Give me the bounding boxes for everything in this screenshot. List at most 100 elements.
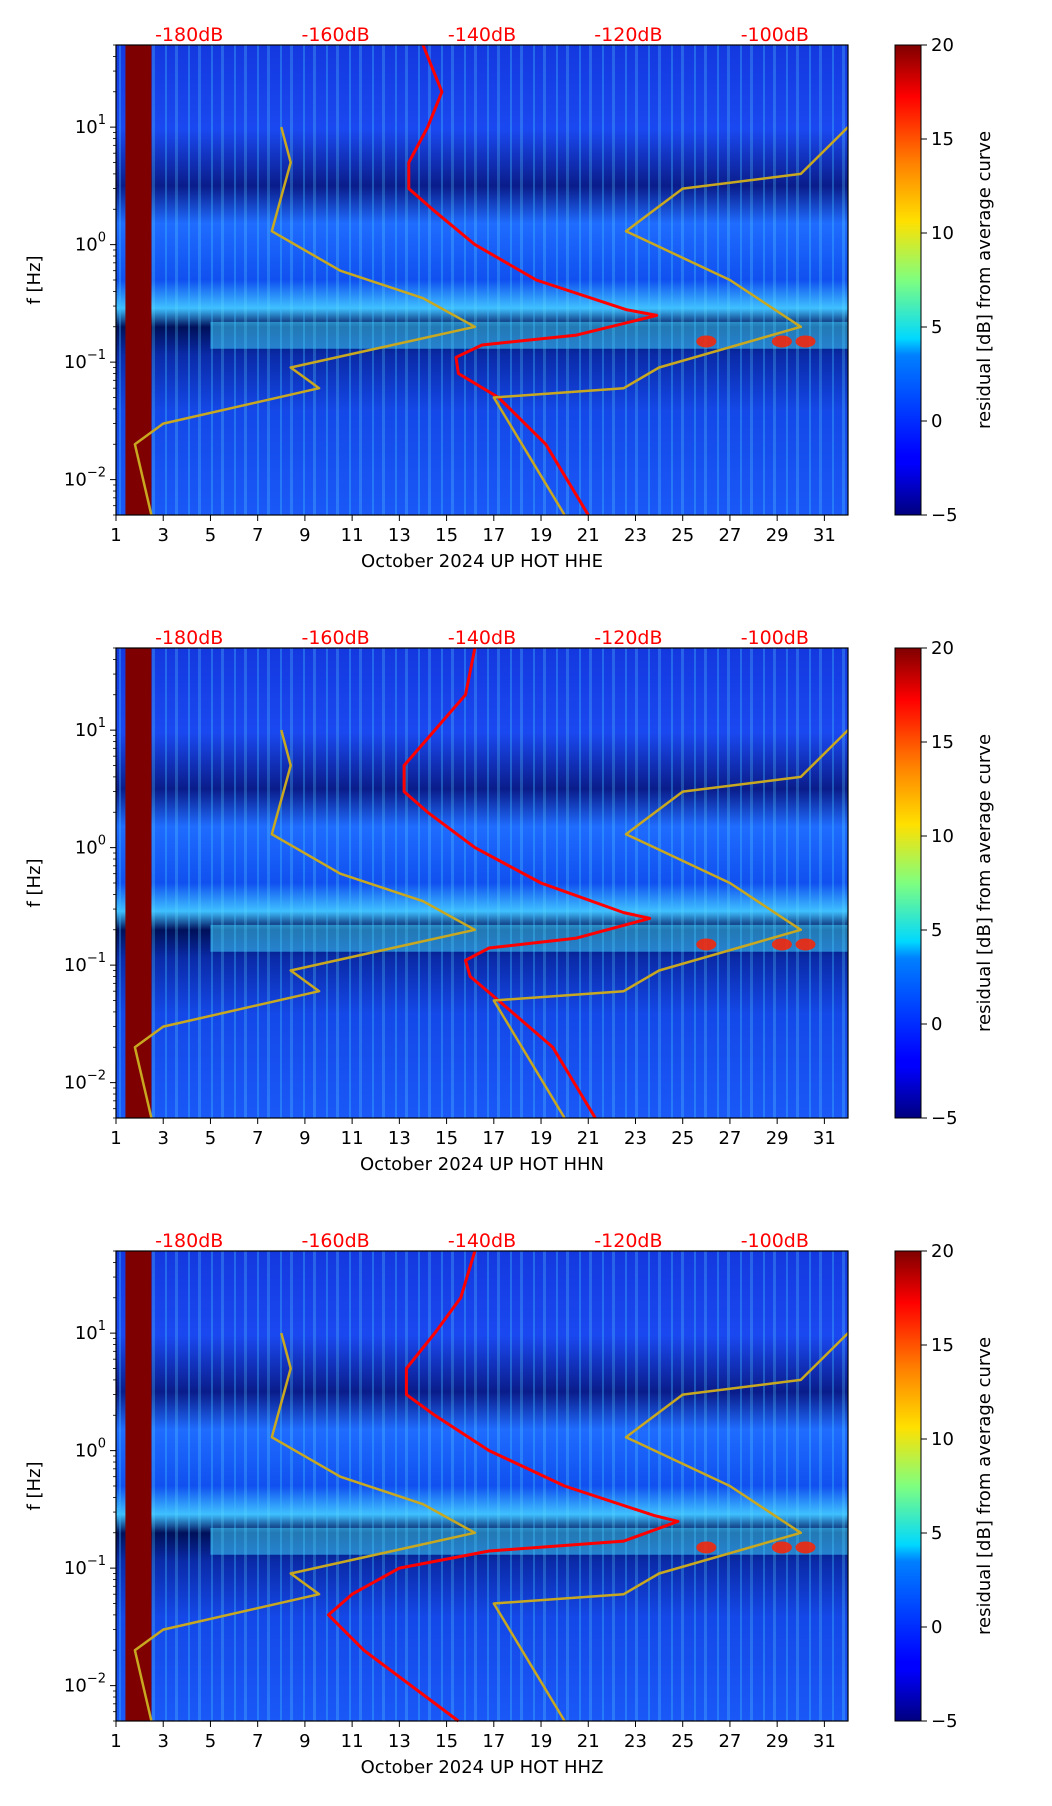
colorbar-label: residual [dB] from average curve [974,1337,995,1635]
colorbar-label: residual [dB] from average curve [974,131,995,429]
data-gap-column [125,648,152,1118]
hotspot-3 [795,938,816,951]
db-scale-label: -180dB [155,627,223,649]
hotspot-3 [795,335,816,348]
x-tick-label: 9 [299,1731,310,1752]
y-tick-exponent: −2 [87,1672,106,1687]
db-scale-label: -100dB [741,24,809,46]
x-tick-label: 1 [110,1731,121,1752]
x-tick-label: 13 [388,1731,411,1752]
x-tick-label: 21 [577,1128,600,1149]
x-tick-label: 29 [766,1128,789,1149]
hotspot-2 [771,938,792,951]
y-tick-base: 10 [64,352,87,373]
x-tick-label: 5 [205,1128,216,1149]
x-tick-label: 1 [110,525,121,546]
db-scale-label: -180dB [155,1230,223,1252]
x-tick-label: 21 [577,525,600,546]
y-tick-exponent: 1 [98,1319,106,1334]
microseism-band [210,1527,849,1555]
y-tick-label: 101 [75,716,106,741]
x-tick-label: 15 [435,525,458,546]
x-tick-label: 23 [624,525,647,546]
series-line-noise-model-3 [492,729,849,1119]
colorbar-tick-label: 0 [931,411,942,432]
x-tick-label: 21 [577,1731,600,1752]
db-scale-label: -140dB [448,627,516,649]
x-tick-label: 19 [530,525,553,546]
hotspot-2 [771,335,792,348]
y-tick-exponent: −2 [87,466,106,481]
y-axis-label: f [Hz] [24,858,45,907]
colorbar-label: residual [dB] from average curve [974,734,995,1032]
x-tick-label: 25 [671,1731,694,1752]
microseism-band [210,321,849,349]
spectrogram-streaks [116,45,848,515]
y-tick-base: 10 [75,117,98,138]
series-line-noise-model-2 [133,729,477,1119]
series-line-noise-model-2 [133,1332,477,1722]
x-tick-label: 19 [530,1731,553,1752]
x-axis-label: October 2024 UP HOT HHZ [361,1757,604,1778]
y-tick-exponent: 0 [98,231,106,246]
x-tick-label: 5 [205,1731,216,1752]
y-tick-exponent: −2 [87,1069,106,1084]
colorbar-tick-label: 10 [931,826,954,847]
x-tick-label: 17 [482,1128,505,1149]
colorbar-tick-label: 15 [931,1335,954,1356]
colorbar-tick-label: 20 [931,638,954,659]
data-gap-column [125,1251,152,1721]
y-tick-label: 100 [75,834,106,859]
y-axis-label: f [Hz] [24,1461,45,1510]
y-tick-label: 10−2 [64,1069,106,1094]
x-tick-label: 5 [205,525,216,546]
x-tick-label: 15 [435,1731,458,1752]
x-tick-label: 17 [482,1731,505,1752]
y-tick-base: 10 [64,1073,87,1094]
y-tick-label: 10−2 [64,466,106,491]
db-scale-label: -160dB [301,627,369,649]
db-scale-label: -140dB [448,1230,516,1252]
x-tick-label: 11 [341,1731,364,1752]
x-tick-label: 7 [252,1128,263,1149]
y-tick-exponent: 1 [98,113,106,128]
x-tick-label: 23 [624,1731,647,1752]
y-tick-base: 10 [75,1441,98,1462]
series-line-median-PSD-1 [327,1250,680,1723]
x-tick-label: 19 [530,1128,553,1149]
y-axis-label: f [Hz] [24,255,45,304]
y-tick-exponent: −1 [87,1554,106,1569]
db-scale-label: -180dB [155,24,223,46]
hotspot-1 [696,938,717,951]
x-tick-label: 13 [388,1128,411,1149]
x-tick-label: 15 [435,1128,458,1149]
colorbar-tick-label: 5 [931,1523,942,1544]
y-tick-label: 101 [75,113,106,138]
x-tick-label: 3 [157,525,168,546]
y-tick-base: 10 [64,1676,87,1697]
x-tick-label: 3 [157,1128,168,1149]
db-scale-label: -120dB [594,24,662,46]
x-tick-label: 27 [718,1731,741,1752]
colorbar-tick-label: 0 [931,1617,942,1638]
x-tick-label: 11 [341,525,364,546]
x-tick-label: 29 [766,1731,789,1752]
series-line-noise-model-3 [492,1332,849,1722]
hotspot-2 [771,1541,792,1554]
spectrogram-streaks [116,648,848,1118]
y-tick-label: 10−1 [64,951,106,976]
y-tick-label: 100 [75,1437,106,1462]
colorbar-tick-label: −5 [931,1108,958,1129]
y-tick-exponent: 0 [98,1437,106,1452]
db-scale-label: -140dB [448,24,516,46]
colorbar-tick-label: 5 [931,920,942,941]
y-tick-base: 10 [64,470,87,491]
x-tick-label: 7 [252,525,263,546]
x-axis-label: October 2024 UP HOT HHE [361,551,603,572]
db-scale-label: -160dB [301,24,369,46]
colorbar-tick-label: 20 [931,1241,954,1262]
spectrogram-streaks [116,1251,848,1721]
x-tick-label: 31 [813,525,836,546]
colorbar-tick-label: 0 [931,1014,942,1035]
